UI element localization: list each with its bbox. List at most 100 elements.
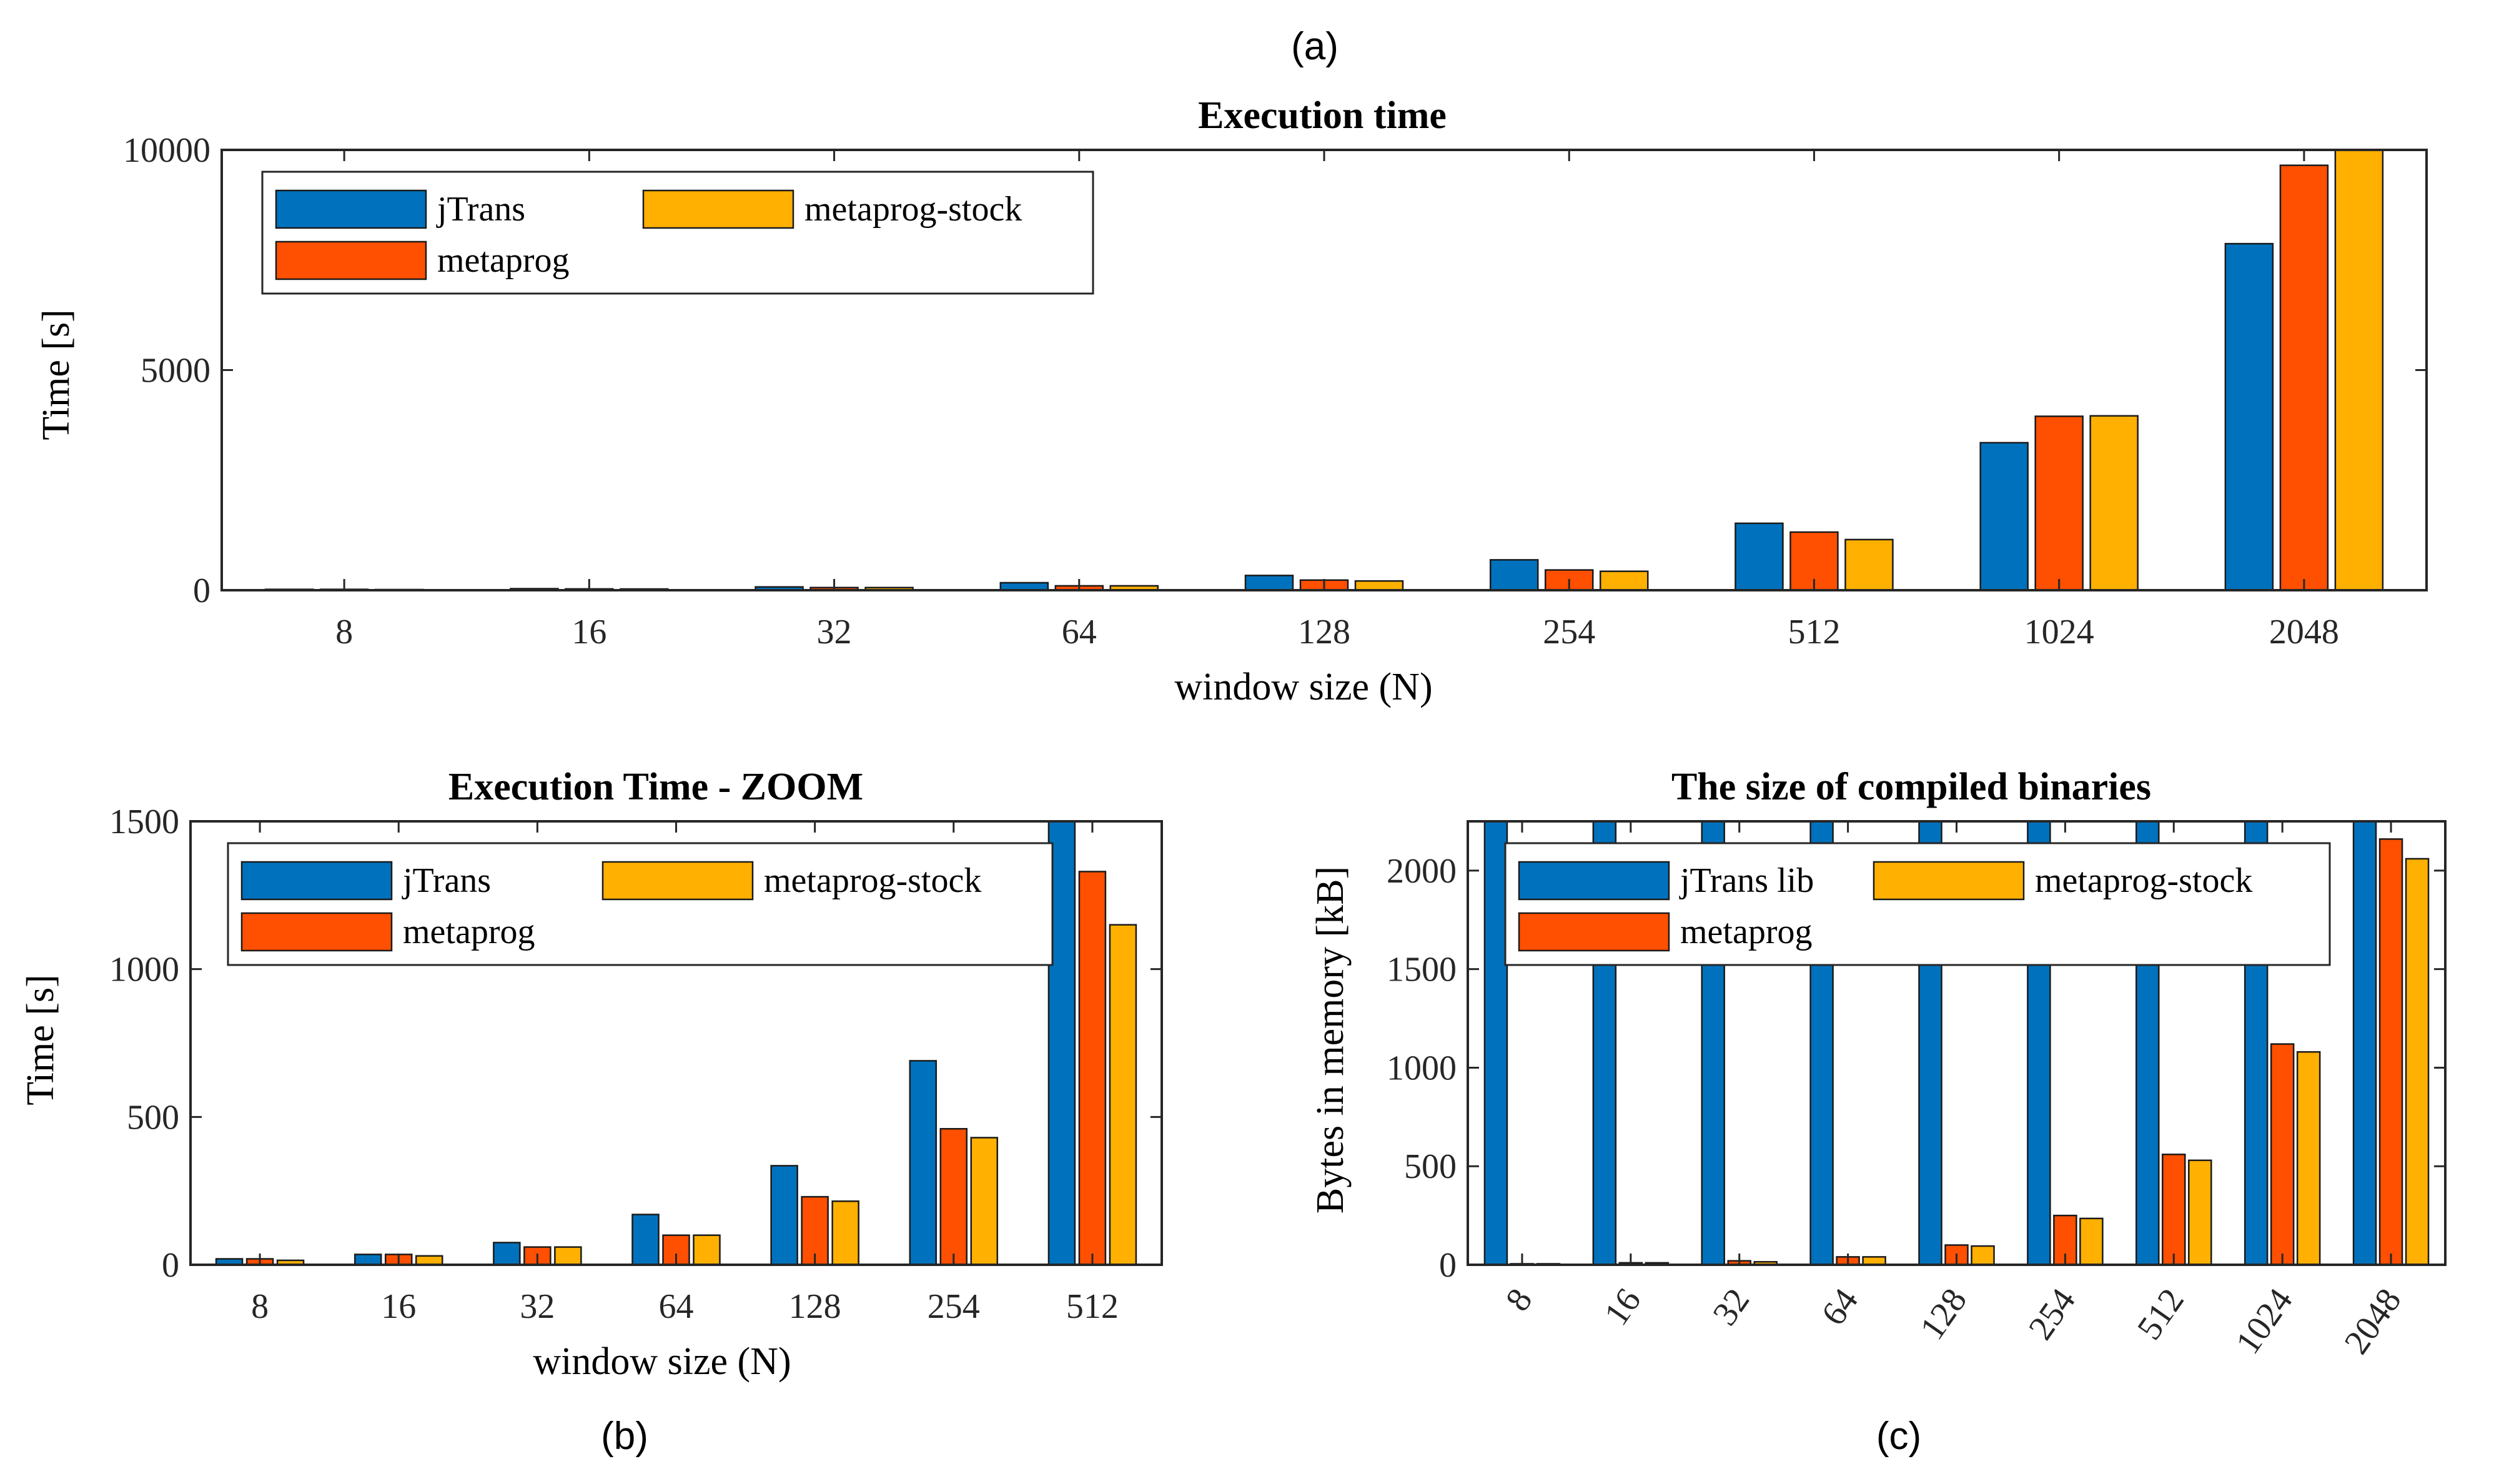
xtick-label: 254 xyxy=(928,1287,980,1326)
legend-label-metaprog: metaprog xyxy=(403,913,535,951)
bar-b-metaprog_stock-8 xyxy=(276,1259,305,1265)
ytick-label: 1500 xyxy=(109,803,179,841)
legend-label-jtrans: jTrans lib xyxy=(1679,861,1814,900)
chart-c-plot: 0 500 1000 1500 2000 8 16 32 64 128 254 512 1024 2048… xyxy=(1387,820,2447,1361)
bar-a-jtrans-128 xyxy=(1244,575,1294,590)
legend-label-metaprog_stock: metaprog-stock xyxy=(764,861,981,900)
ytick-label: 1000 xyxy=(109,951,179,989)
bar-b-metaprog_stock-128 xyxy=(831,1200,859,1265)
bar-a-metaprog_stock-128 xyxy=(1354,580,1404,590)
bar-a-metaprog-1024 xyxy=(2034,415,2084,590)
bar-c-metaprog_stock-64 xyxy=(1862,1256,1886,1265)
bar-c-metaprog-1024 xyxy=(2270,1043,2295,1265)
chart-a-legend: jTrans metaprog-stock metaprog xyxy=(261,171,1094,295)
legend-label-metaprog_stock: metaprog-stock xyxy=(804,190,1022,229)
legend-swatch-jtrans xyxy=(240,861,393,901)
chart-c-ylabel: Bytes in memory [kB] xyxy=(1309,866,1352,1214)
bar-c-metaprog-512 xyxy=(2162,1154,2186,1265)
panel-b-execution-time-zoom: Execution Time - ZOOM window size (N) Ti… xyxy=(19,766,1163,1383)
bar-b-metaprog-128 xyxy=(801,1195,829,1265)
xtick-label: 32 xyxy=(817,613,852,651)
bar-a-metaprog-2048 xyxy=(2279,164,2329,590)
chart-a-xlabel: window size (N) xyxy=(1174,666,1432,708)
legend-label-metaprog_stock: metaprog-stock xyxy=(2035,861,2252,900)
legend-swatch-metaprog_stock xyxy=(1873,861,2025,901)
bar-a-metaprog_stock-32 xyxy=(864,586,914,590)
ytick-label: 10000 xyxy=(123,131,210,170)
bar-a-metaprog_stock-2048 xyxy=(2334,150,2384,590)
bar-c-metaprog-2048 xyxy=(2378,838,2403,1265)
bar-b-jtrans-16 xyxy=(354,1254,382,1265)
bar-b-metaprog-512 xyxy=(1078,871,1107,1265)
panel-label-b: (b) xyxy=(601,1415,648,1458)
xtick-label: 2048 xyxy=(2337,1282,2409,1361)
chart-b-plot: 0 500 1000 1500 8 16 32 64 128 254 512 jTrans metapr… xyxy=(109,803,1163,1326)
xtick-label: 254 xyxy=(1543,613,1595,651)
legend-swatch-jtrans xyxy=(1518,861,1670,901)
legend-swatch-jtrans xyxy=(275,189,427,229)
bar-b-jtrans-128 xyxy=(770,1165,798,1265)
bar-b-jtrans-64 xyxy=(631,1214,660,1265)
legend-label-metaprog: metaprog xyxy=(1680,913,1812,951)
ytick-label: 1500 xyxy=(1387,951,1457,989)
bar-c-metaprog_stock-32 xyxy=(1753,1261,1778,1265)
xtick-label: 128 xyxy=(789,1287,841,1326)
bar-a-metaprog_stock-1024 xyxy=(2089,415,2139,590)
bar-a-jtrans-2048 xyxy=(2224,242,2274,590)
chart-a-title: Execution time xyxy=(1198,94,1447,137)
ytick-label: 0 xyxy=(162,1246,179,1285)
xtick-label: 128 xyxy=(1298,613,1350,651)
ytick-label: 0 xyxy=(1439,1246,1457,1285)
xtick-label: 16 xyxy=(381,1287,416,1326)
bar-a-metaprog_stock-512 xyxy=(1844,538,1894,590)
bar-a-jtrans-64 xyxy=(999,581,1049,590)
bar-c-jtrans-2048 xyxy=(2352,821,2377,1265)
bar-b-metaprog_stock-16 xyxy=(415,1255,443,1265)
ytick-label: 500 xyxy=(1404,1147,1457,1186)
ytick-label: 2000 xyxy=(1387,852,1457,891)
bar-b-jtrans-32 xyxy=(493,1242,521,1265)
bar-c-metaprog_stock-512 xyxy=(2188,1159,2212,1265)
xtick-label: 512 xyxy=(2130,1282,2192,1347)
bar-b-metaprog_stock-512 xyxy=(1109,924,1137,1265)
xtick-label: 128 xyxy=(1913,1282,1974,1347)
xtick-label: 1024 xyxy=(2229,1282,2300,1361)
xtick-label: 16 xyxy=(572,613,606,651)
bar-b-metaprog_stock-254 xyxy=(970,1137,999,1265)
chart-b-title: Execution Time - ZOOM xyxy=(448,766,863,808)
ytick-label: 500 xyxy=(127,1098,179,1137)
panel-label-c: (c) xyxy=(1876,1415,1921,1458)
bar-c-jtrans-8 xyxy=(1483,821,1508,1265)
bar-c-metaprog_stock-128 xyxy=(1971,1245,1995,1265)
legend-swatch-metaprog xyxy=(1518,912,1670,952)
panel-a-execution-time: Execution time window size (N) Time [s] … xyxy=(35,94,2428,708)
chart-a-ylabel: Time [s] xyxy=(35,309,77,440)
xtick-label: 8 xyxy=(251,1287,269,1326)
panel-label-a: (a) xyxy=(1291,25,1339,68)
bar-c-metaprog_stock-1024 xyxy=(2296,1051,2321,1265)
chart-c-legend: jTrans lib metaprog-stock metaprog xyxy=(1504,842,2331,966)
xtick-label: 16 xyxy=(1597,1282,1649,1332)
bar-a-jtrans-254 xyxy=(1489,559,1539,590)
bar-a-jtrans-512 xyxy=(1734,522,1784,590)
panel-c-binary-size: The size of compiled binaries Bytes in m… xyxy=(1309,766,2447,1361)
bar-a-jtrans-32 xyxy=(755,586,804,590)
legend-label-jtrans: jTrans xyxy=(402,861,491,900)
legend-swatch-metaprog xyxy=(240,912,393,952)
bar-a-jtrans-1024 xyxy=(1979,442,2029,590)
xtick-label: 254 xyxy=(2021,1282,2083,1347)
xtick-label: 64 xyxy=(1814,1282,1866,1332)
ytick-label: 1000 xyxy=(1387,1049,1457,1087)
bar-c-metaprog_stock-254 xyxy=(2079,1217,2104,1265)
xtick-label: 64 xyxy=(1062,613,1097,651)
ytick-label: 5000 xyxy=(141,352,210,390)
legend-swatch-metaprog_stock xyxy=(642,189,794,229)
legend-label-jtrans: jTrans xyxy=(436,190,525,229)
xtick-label: 512 xyxy=(1788,613,1840,651)
chart-b-xlabel: window size (N) xyxy=(533,1340,791,1383)
legend-swatch-metaprog xyxy=(275,240,427,280)
xtick-label: 2048 xyxy=(2269,613,2339,651)
bar-b-metaprog_stock-32 xyxy=(554,1246,582,1265)
chart-b-legend: jTrans metaprog-stock metaprog xyxy=(227,842,1054,966)
